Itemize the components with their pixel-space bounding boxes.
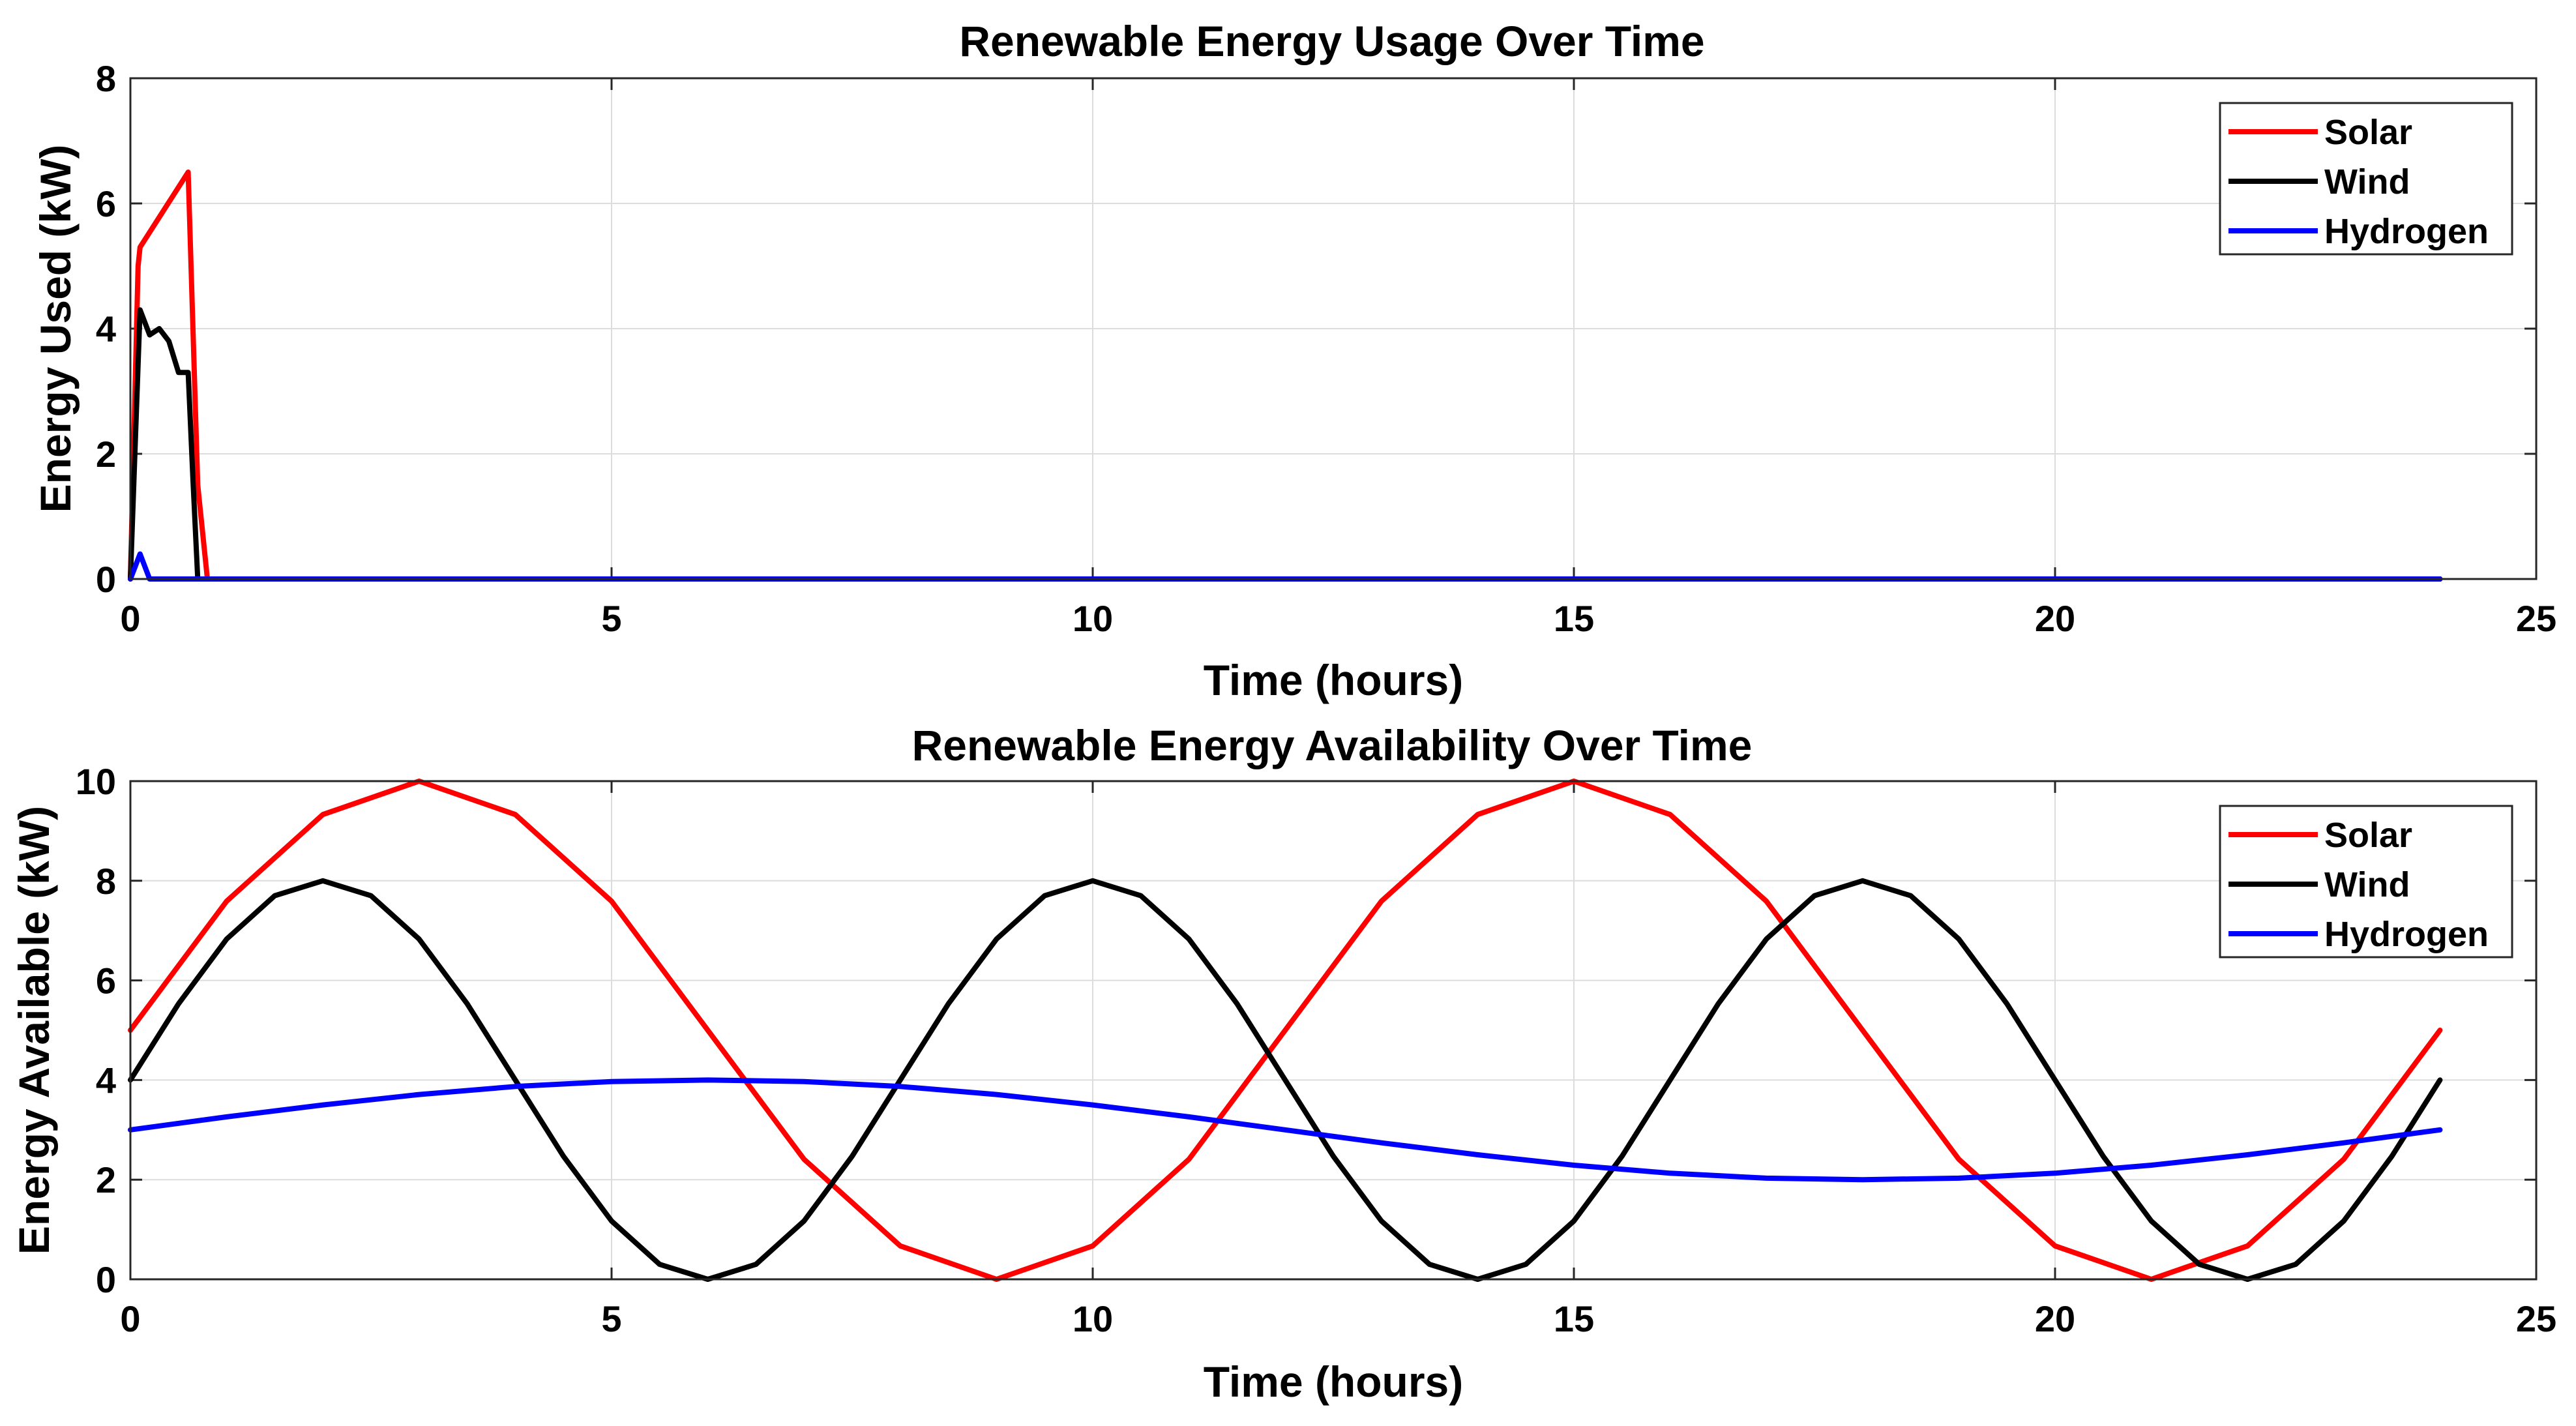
- legend-label-wind: Wind: [2324, 865, 2410, 904]
- x-tick-label: 0: [120, 1298, 140, 1339]
- y-tick-label: 4: [96, 308, 116, 349]
- legend-label-solar: Solar: [2324, 113, 2412, 152]
- series-line-hydrogen: [128, 1077, 2443, 1183]
- y-tick-label: 6: [96, 960, 116, 1002]
- tick-labels: 0 5 10 15 20 25 0 2 4 6 8: [96, 58, 2556, 639]
- x-tick-label: 15: [1554, 1298, 1594, 1339]
- legend-label-hydrogen: Hydrogen: [2324, 915, 2489, 954]
- x-tick-label: 25: [2516, 598, 2556, 639]
- x-tick-label: 0: [120, 598, 140, 639]
- x-tick-label: 10: [1073, 598, 1113, 639]
- x-tick-label: 5: [601, 1298, 621, 1339]
- series-line-solar: [128, 779, 2443, 1282]
- legend-label-hydrogen: Hydrogen: [2324, 212, 2489, 251]
- legend: Solar Wind Hydrogen: [2219, 102, 2513, 256]
- legend-label-solar: Solar: [2324, 816, 2412, 855]
- y-tick-label: 10: [76, 761, 116, 802]
- tick-labels: 0 5 10 15 20 25 0 2 4 6 8 10: [76, 761, 2556, 1339]
- y-tick-label: 2: [96, 1159, 116, 1200]
- y-axis-label: Energy Used (kW): [31, 145, 80, 513]
- x-axis-label: Time (hours): [1204, 1358, 1463, 1406]
- x-tick-label: 15: [1554, 598, 1594, 639]
- x-tick-label: 10: [1073, 1298, 1113, 1339]
- series-lines: [128, 779, 2443, 1282]
- chart-usage: Renewable Energy Usage Over Time 0 5 10 15 2…: [31, 17, 2556, 704]
- plot-box: [129, 780, 2538, 1281]
- x-axis-label: Time (hours): [1204, 656, 1463, 704]
- series-line-wind: [128, 878, 2443, 1282]
- legend-label-wind: Wind: [2324, 162, 2410, 201]
- plot-box: [129, 77, 2538, 580]
- series-line-wind: [128, 307, 2443, 582]
- x-tick-label: 5: [601, 598, 621, 639]
- chart-availability: Renewable Energy Availability Over Time …: [10, 721, 2556, 1406]
- y-tick-label: 8: [96, 861, 116, 902]
- chart-title: Renewable Energy Usage Over Time: [959, 17, 1704, 65]
- y-tick-label: 0: [96, 559, 116, 600]
- y-tick-label: 2: [96, 434, 116, 475]
- x-tick-label: 20: [2035, 598, 2075, 639]
- x-tick-label: 25: [2516, 1298, 2556, 1339]
- y-tick-label: 4: [96, 1060, 116, 1101]
- x-tick-label: 20: [2035, 1298, 2075, 1339]
- y-tick-label: 0: [96, 1259, 116, 1300]
- chart-title: Renewable Energy Availability Over Time: [912, 721, 1753, 769]
- legend: Solar Wind Hydrogen: [2219, 805, 2513, 958]
- y-axis-label: Energy Available (kW): [10, 806, 58, 1255]
- y-tick-label: 6: [96, 183, 116, 224]
- y-tick-label: 8: [96, 58, 116, 99]
